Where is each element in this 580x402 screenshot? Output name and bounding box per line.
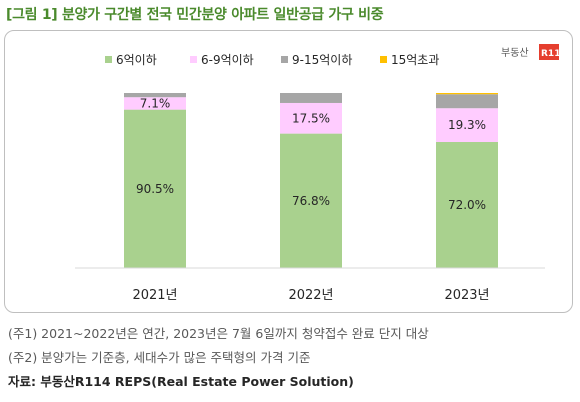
bar-segment (436, 93, 498, 95)
legend-item: 6억이하 (105, 53, 157, 67)
data-label: 72.0% (448, 198, 486, 212)
logo-text: 부동산 (501, 47, 529, 59)
legend-swatch (190, 56, 197, 63)
data-label: 17.5% (292, 111, 330, 125)
stacked-bar-chart: 부동산 R114 6억이하 6-9억이하 9-15억이하 15억초과 90.5% 7.1… (75, 44, 567, 303)
logo: 부동산 R114 (501, 44, 567, 60)
x-tick-label: 2022년 (288, 288, 333, 303)
source-note: 자료: 부동산R114 REPS(Real Estate Power Solut… (8, 374, 354, 389)
legend: 6억이하 6-9억이하 9-15억이하 15억초과 (105, 53, 439, 67)
footnotes: (주1) 2021~2022년은 연간, 2023년은 7월 6일까지 청약접수… (8, 322, 429, 394)
legend-label: 6-9억이하 (201, 53, 254, 67)
data-label: 90.5% (136, 182, 174, 196)
data-label: 19.3% (448, 118, 486, 132)
value-labels: 90.5% 7.1% 76.8% 17.5% 72.0% 19.3% (136, 96, 486, 212)
legend-label: 6억이하 (116, 53, 157, 67)
x-tick-label: 2021년 (132, 288, 177, 303)
data-label: 76.8% (292, 194, 330, 208)
legend-item: 9-15억이하 (281, 53, 352, 67)
x-tick-label: 2023년 (444, 288, 489, 303)
figure-title: [그림 1] 분양가 구간별 전국 민간분양 아파트 일반공급 가구 비중 (6, 7, 384, 23)
bar-segment (280, 133, 342, 268)
footnote-2: (주2) 분양가는 기준층, 세대수가 많은 주택형의 가격 기준 (8, 350, 311, 365)
bar-segment (436, 94, 498, 109)
footnote-1: (주1) 2021~2022년은 연간, 2023년은 7월 6일까지 청약접수… (8, 326, 429, 341)
bar-segment (436, 142, 498, 268)
legend-item: 6-9억이하 (190, 53, 254, 67)
chart-frame: 부동산 R114 6억이하 6-9억이하 9-15억이하 15억초과 90.5% 7.1… (4, 30, 573, 313)
bar-segment (280, 102, 342, 134)
data-label: 7.1% (140, 96, 171, 110)
bar-segment (124, 93, 186, 98)
legend-swatch (281, 56, 288, 63)
bar-segment (280, 93, 342, 103)
bar-segment (124, 109, 186, 268)
bar-segment (124, 97, 186, 110)
logo-mark: R114 (541, 49, 567, 59)
logo-mark-bg (539, 44, 559, 60)
legend-item: 15억초과 (380, 53, 439, 67)
legend-swatch (380, 56, 387, 63)
bars (124, 93, 498, 268)
bar-segment (436, 108, 498, 142)
legend-label: 9-15억이하 (292, 53, 352, 67)
x-tick-labels: 2021년 2022년 2023년 (132, 288, 489, 303)
legend-label: 15억초과 (391, 53, 439, 67)
legend-swatch (105, 56, 112, 63)
